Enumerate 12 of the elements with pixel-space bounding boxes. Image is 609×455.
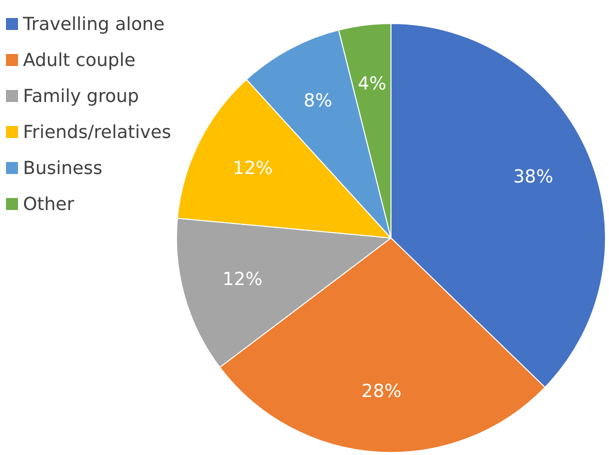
data-label: 38% [513,166,554,188]
legend-label: Adult couple [23,50,136,70]
data-label: 4% [358,73,386,94]
data-label: 12% [222,268,262,290]
legend-label: Friends/relatives [23,122,172,142]
data-label: 8% [304,90,332,112]
legend-label: Other [23,194,74,214]
legend-label: Business [23,158,102,178]
data-label: 28% [361,380,402,402]
data-label: 12% [232,158,273,179]
legend-label: Family group [23,86,139,106]
legend-label: Travelling alone [23,14,165,34]
